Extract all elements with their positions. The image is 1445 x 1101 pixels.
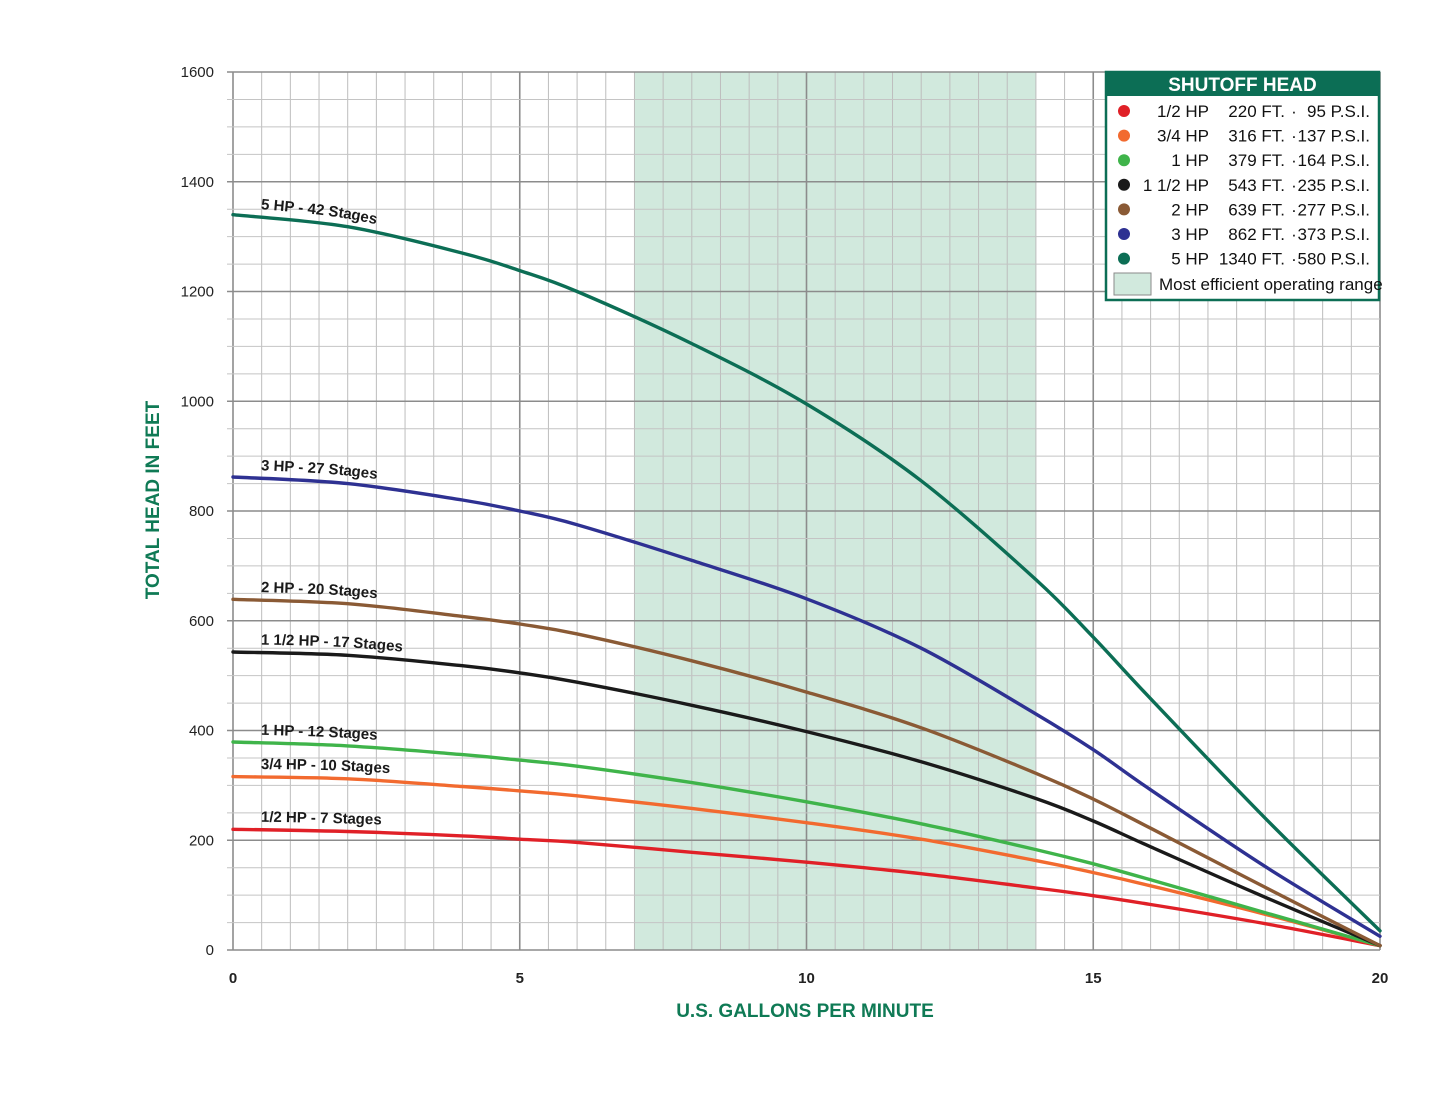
curve-label-text: 1 HP - 12 Stages [261,722,378,744]
x-tick-label: 15 [1085,970,1102,987]
series-curve [231,774,1382,948]
legend-feet: 862 FT. [1228,225,1285,244]
legend-separator: · [1291,225,1297,244]
y-tick-label: 800 [189,503,214,520]
legend-psi: 235 P.S.I. [1298,176,1370,195]
legend-psi: 580 P.S.I. [1298,250,1370,269]
legend-feet: 220 FT. [1228,102,1285,121]
y-tick-label: 1400 [181,174,214,191]
y-axis-title: TOTAL HEAD IN FEET [143,400,164,599]
legend-swatch-icon [1118,105,1130,117]
legend-feet: 316 FT. [1228,127,1285,146]
x-tick-label: 0 [229,970,237,987]
x-tick-label: 5 [516,970,524,987]
legend-swatch-icon [1118,129,1130,142]
x-tick-label: 20 [1372,970,1389,987]
legend-feet: 543 FT. [1228,176,1285,195]
y-tick-label: 1000 [181,393,214,410]
legend-swatch-icon [1118,178,1130,191]
series-curve [231,740,1382,948]
legend-swatch-icon [1118,203,1130,216]
y-tick-label: 200 [189,832,214,849]
series-curve [231,827,1382,948]
legend-box [1104,70,1381,302]
series-layer [231,213,1382,948]
curve-label-text: 1/2 HP - 7 Stages [261,809,382,829]
legend-hp: 1 HP [1171,151,1209,170]
shutoff-head-legend: SHUTOFF HEAD 1/2 HP 220 FT. · 95 P.S.I. 3/4 H… [1104,70,1383,302]
x-axis-title: U.S. GALLONS PER MINUTE [676,1001,934,1022]
legend-hp: 1 1/2 HP [1143,176,1209,195]
y-tick-label: 0 [206,942,214,959]
legend-hp: 1/2 HP [1157,102,1209,121]
y-tick-label: 400 [189,723,214,740]
legend-range-label: Most efficient operating range [1159,275,1383,294]
legend-psi: 164 P.S.I. [1298,151,1370,170]
legend-separator: · [1291,250,1297,269]
y-tick-label: 1200 [181,284,214,301]
legend-separator: · [1291,200,1297,219]
legend-psi: 95 P.S.I. [1307,102,1370,121]
series-curve [231,213,1382,933]
legend-feet: 639 FT. [1228,200,1285,219]
series-curve [231,597,1382,948]
legend-swatch-icon [1118,252,1130,265]
x-tick-label: 10 [798,970,815,987]
legend-swatch-icon [1118,154,1130,167]
curve-label: 2 HP - 20 Stages [261,579,379,602]
legend-title: SHUTOFF HEAD [1168,75,1316,96]
legend-title-bar [1106,72,1379,96]
legend-separator: · [1291,127,1297,146]
legend-separator: · [1291,151,1297,170]
curve-label: 1/2 HP - 7 Stages [261,809,382,829]
legend-psi: 373 P.S.I. [1298,225,1370,244]
curve-label-layer: 1/2 HP - 7 Stages 3/4 HP - 10 Stages 1 HP … [260,196,403,829]
legend-separator: · [1291,176,1297,195]
y-tick-label: 600 [189,613,214,630]
legend-feet: 379 FT. [1228,151,1285,170]
legend-psi: 277 P.S.I. [1298,200,1370,219]
legend-hp: 5 HP [1171,250,1209,269]
legend-separator: · [1291,102,1297,121]
curve-label: 1 HP - 12 Stages [261,722,378,744]
legend-hp: 2 HP [1171,200,1209,219]
series-curve [231,475,1382,938]
series-curve [231,650,1382,948]
legend-hp: 3/4 HP [1157,127,1209,146]
curve-label: 3/4 HP - 10 Stages [261,756,391,777]
curve-label-text: 2 HP - 20 Stages [261,579,379,602]
legend-feet: 1340 FT. [1219,250,1285,269]
y-tick-label: 1600 [181,64,214,81]
legend-hp: 3 HP [1171,225,1209,244]
legend-range-swatch [1113,272,1152,296]
legend-swatch-icon [1118,228,1130,240]
legend-psi: 137 P.S.I. [1298,127,1370,146]
curve-label-text: 3/4 HP - 10 Stages [261,756,391,777]
